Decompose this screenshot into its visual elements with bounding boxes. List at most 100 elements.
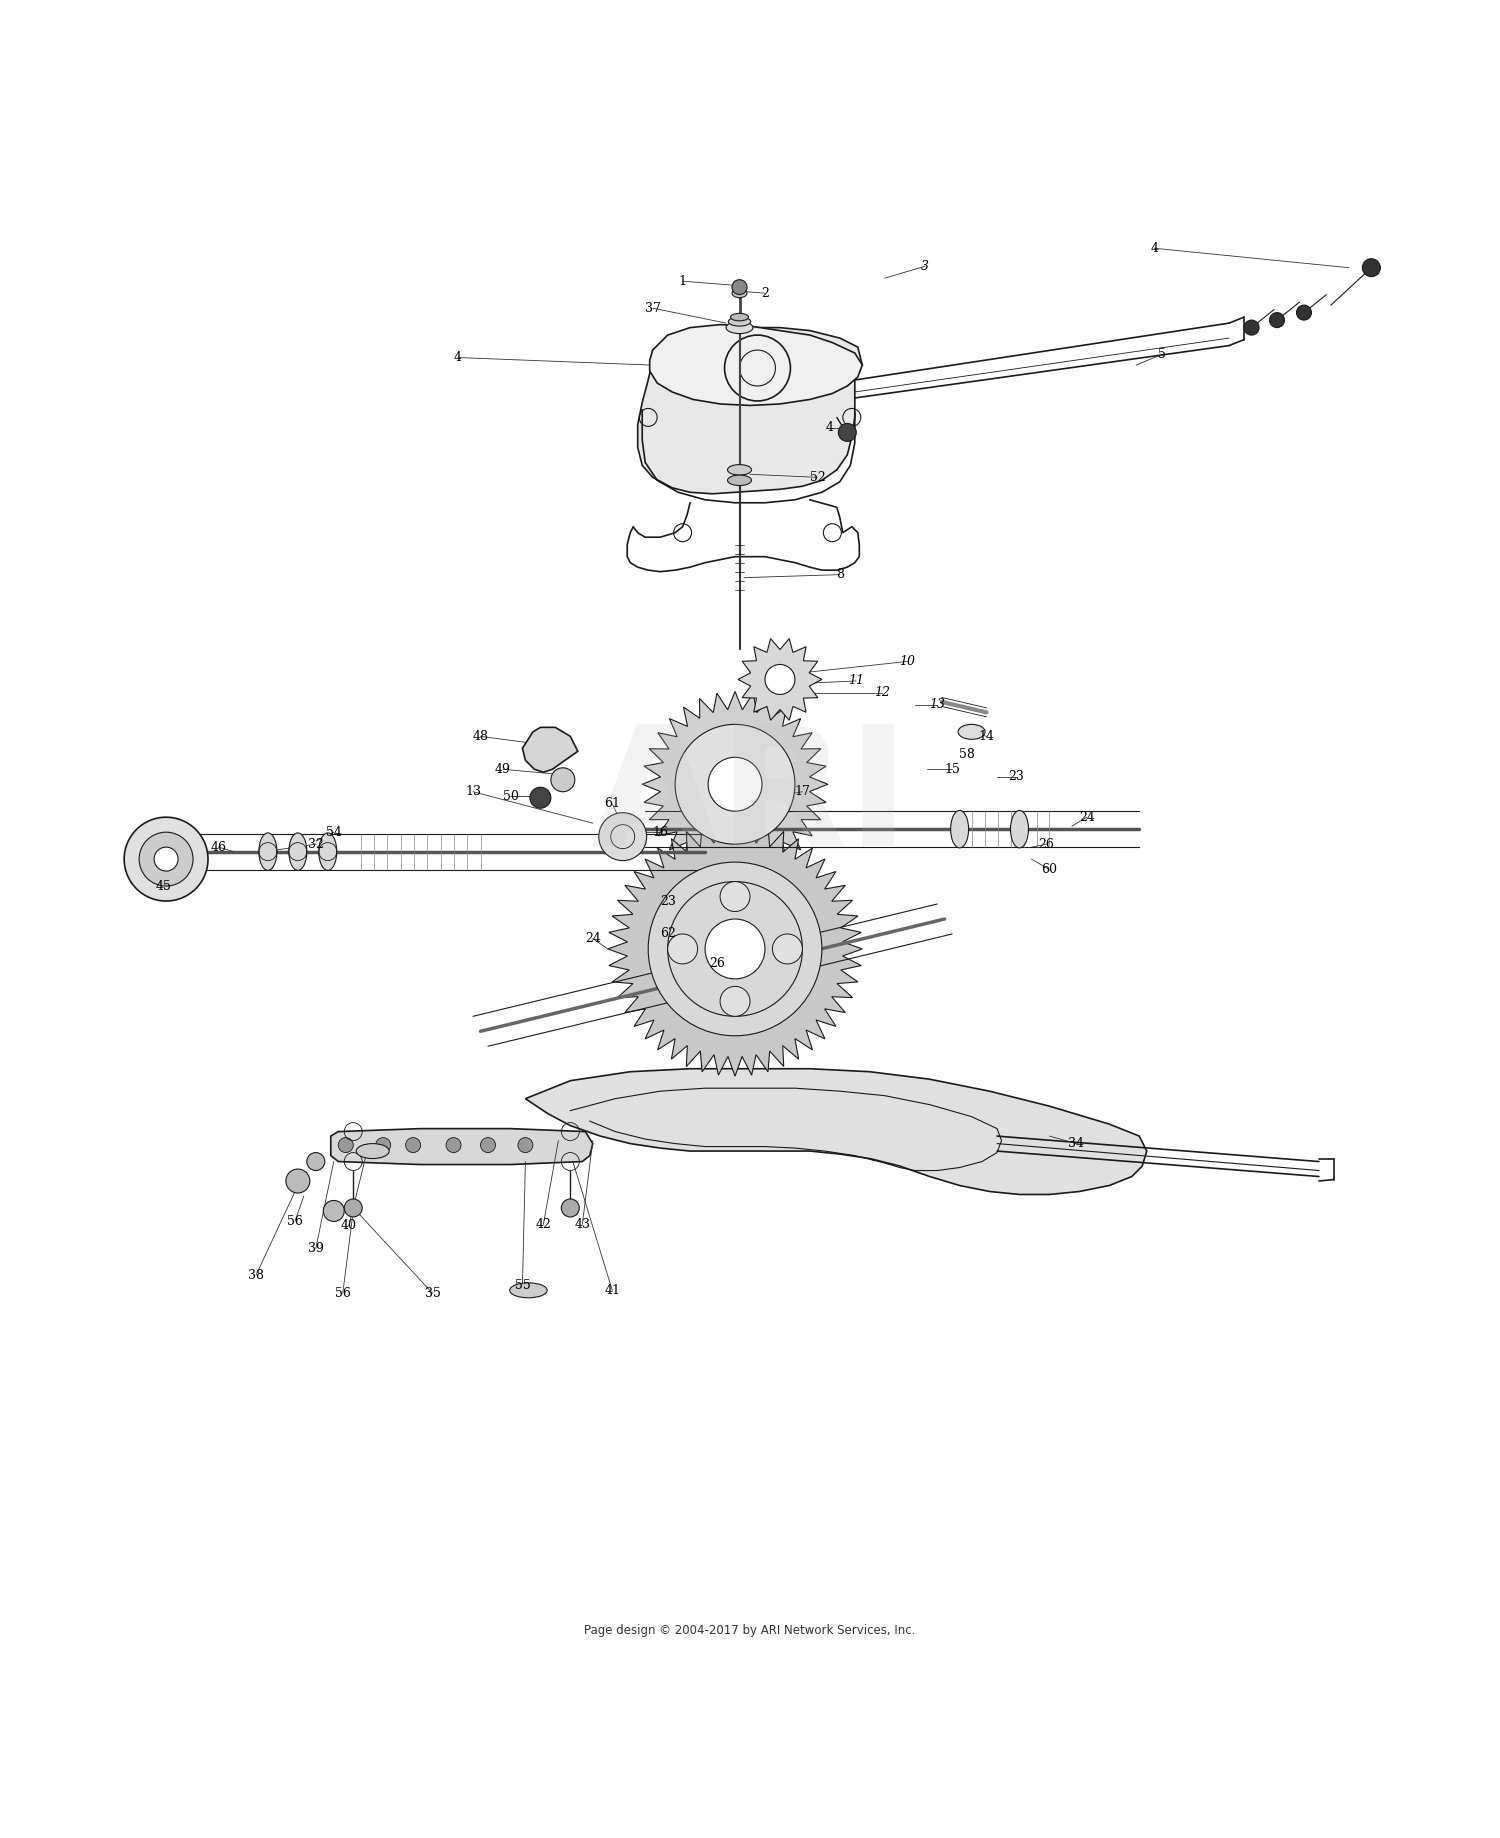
Text: 54: 54: [326, 825, 342, 838]
Circle shape: [446, 1138, 460, 1152]
Circle shape: [405, 1138, 420, 1152]
Text: 55: 55: [514, 1279, 531, 1292]
Text: 14: 14: [978, 730, 994, 743]
Ellipse shape: [290, 833, 308, 871]
Circle shape: [720, 882, 750, 912]
Text: 3: 3: [921, 259, 928, 272]
Text: 38: 38: [248, 1268, 264, 1281]
Circle shape: [1269, 312, 1284, 327]
Polygon shape: [738, 638, 822, 720]
Circle shape: [345, 1198, 362, 1217]
Text: 26: 26: [710, 958, 724, 970]
Text: 60: 60: [1041, 864, 1058, 877]
Text: 37: 37: [645, 301, 660, 314]
Text: 23: 23: [1008, 770, 1025, 783]
Text: 61: 61: [604, 798, 621, 811]
Ellipse shape: [320, 833, 338, 871]
Ellipse shape: [958, 724, 986, 739]
Text: 13: 13: [928, 698, 945, 711]
Text: 35: 35: [424, 1287, 441, 1299]
Circle shape: [765, 665, 795, 695]
Ellipse shape: [726, 322, 753, 333]
Ellipse shape: [728, 465, 752, 474]
Text: 8: 8: [836, 568, 844, 581]
Polygon shape: [608, 822, 862, 1077]
Text: 42: 42: [536, 1219, 552, 1231]
Polygon shape: [642, 691, 828, 877]
Circle shape: [375, 1138, 390, 1152]
Circle shape: [140, 833, 194, 886]
Text: 48: 48: [472, 730, 489, 743]
Polygon shape: [522, 728, 578, 772]
Circle shape: [324, 1200, 345, 1222]
Circle shape: [648, 862, 822, 1037]
Text: 43: 43: [574, 1219, 591, 1231]
Ellipse shape: [728, 474, 752, 485]
Ellipse shape: [260, 833, 278, 871]
Circle shape: [598, 812, 646, 860]
Text: 40: 40: [340, 1219, 357, 1233]
Text: 5: 5: [1158, 347, 1166, 360]
Text: 34: 34: [1068, 1138, 1084, 1151]
Text: 12: 12: [874, 686, 890, 700]
Text: 4: 4: [454, 351, 462, 364]
Text: 52: 52: [810, 471, 825, 483]
Circle shape: [530, 787, 550, 809]
Circle shape: [561, 1198, 579, 1217]
Text: 62: 62: [660, 928, 675, 941]
Polygon shape: [638, 327, 862, 494]
Circle shape: [720, 987, 750, 1016]
Text: 49: 49: [495, 763, 512, 776]
Circle shape: [772, 934, 802, 963]
Text: 4: 4: [1150, 243, 1158, 255]
Ellipse shape: [1011, 811, 1029, 847]
Circle shape: [732, 279, 747, 294]
Circle shape: [675, 724, 795, 844]
Text: 46: 46: [210, 840, 226, 853]
Text: 26: 26: [1038, 838, 1054, 851]
Text: 24: 24: [1078, 811, 1095, 823]
Ellipse shape: [730, 312, 748, 322]
Text: 13: 13: [465, 785, 482, 798]
Text: 56: 56: [334, 1287, 351, 1299]
Text: 11: 11: [849, 675, 864, 687]
Circle shape: [518, 1138, 532, 1152]
Ellipse shape: [510, 1283, 548, 1298]
Circle shape: [480, 1138, 495, 1152]
Text: 1: 1: [678, 274, 687, 289]
Text: 15: 15: [944, 763, 960, 776]
Text: ARI: ARI: [591, 717, 909, 880]
Circle shape: [154, 847, 178, 871]
Text: 2: 2: [760, 287, 770, 300]
Text: 23: 23: [660, 895, 675, 908]
Text: 50: 50: [503, 790, 519, 803]
Text: 4: 4: [825, 421, 834, 434]
Text: 41: 41: [604, 1283, 621, 1298]
Polygon shape: [525, 1068, 1148, 1195]
Text: 17: 17: [795, 785, 810, 798]
Circle shape: [308, 1152, 326, 1171]
Text: 10: 10: [898, 654, 915, 667]
Ellipse shape: [951, 811, 969, 847]
Polygon shape: [650, 325, 862, 406]
Circle shape: [1296, 305, 1311, 320]
Text: Page design © 2004-2017 by ARI Network Services, Inc.: Page design © 2004-2017 by ARI Network S…: [585, 1623, 915, 1636]
Circle shape: [339, 1138, 352, 1152]
Circle shape: [286, 1169, 310, 1193]
Circle shape: [1244, 320, 1258, 335]
Circle shape: [550, 768, 574, 792]
Circle shape: [1362, 259, 1380, 278]
Ellipse shape: [356, 1143, 388, 1158]
Text: 56: 56: [286, 1215, 303, 1228]
Text: 24: 24: [585, 932, 600, 945]
Circle shape: [124, 818, 208, 901]
Circle shape: [705, 919, 765, 980]
Text: 45: 45: [154, 880, 171, 893]
Text: 58: 58: [958, 748, 975, 761]
Ellipse shape: [732, 289, 747, 298]
Circle shape: [708, 757, 762, 811]
Circle shape: [839, 423, 856, 441]
Text: 32: 32: [308, 838, 324, 851]
Ellipse shape: [729, 318, 750, 325]
Text: 39: 39: [308, 1242, 324, 1255]
